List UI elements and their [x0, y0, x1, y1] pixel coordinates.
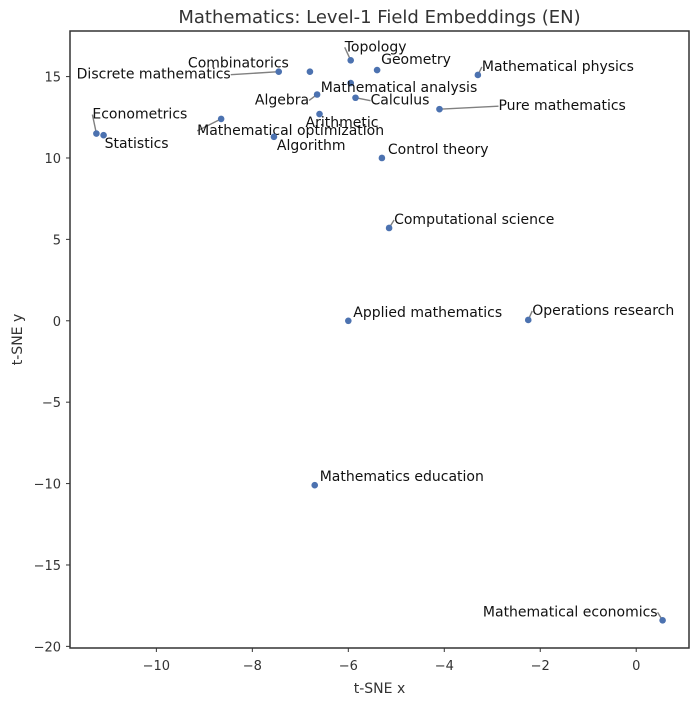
data-point-label: Calculus: [371, 93, 430, 109]
y-tick-label: 10: [44, 152, 61, 167]
data-point: [93, 130, 100, 137]
y-tick-label: −15: [34, 559, 61, 574]
chart-title: Mathematics: Level-1 Field Embeddings (E…: [178, 7, 580, 28]
data-point: [316, 110, 323, 118]
x-axis-label: t-SNE x: [354, 681, 405, 697]
data-point-label: Statistics: [105, 136, 169, 152]
data-point-group: Mathematical optimization: [196, 115, 384, 139]
data-point-label: Algorithm: [277, 138, 346, 154]
label-leader-line: [230, 71, 279, 76]
y-tick-label: −5: [42, 396, 61, 411]
data-point: [436, 105, 443, 113]
data-point-label: Computational science: [394, 212, 554, 228]
data-point-label: Topology: [344, 39, 407, 55]
data-point: [474, 71, 482, 79]
x-tick-label: −4: [435, 659, 454, 674]
data-point-label: Discrete mathematics: [77, 67, 231, 83]
data-point-group: Calculus: [352, 93, 429, 109]
data-point-group: Mathematics education: [311, 469, 484, 489]
y-tick-label: 0: [53, 315, 61, 330]
data-point-label: Mathematical economics: [483, 604, 658, 620]
data-point: [378, 154, 386, 162]
data-point-group: Pure mathematics: [436, 98, 626, 114]
data-point-group: Topology: [344, 39, 407, 64]
data-point-label: Mathematical analysis: [321, 80, 478, 96]
data-point: [659, 617, 666, 624]
data-point: [311, 481, 319, 489]
data-point-label: Operations research: [532, 303, 674, 319]
data-point-label: Applied mathematics: [353, 305, 502, 321]
data-point-group: Algorithm: [270, 133, 346, 154]
data-point: [100, 131, 107, 139]
data-point: [352, 94, 359, 102]
data-point-group: Arithmetic: [306, 110, 379, 131]
y-tick-label: −10: [34, 478, 61, 493]
data-point-group: Control theory: [378, 142, 489, 162]
plot-frame: [69, 30, 690, 649]
data-point-label: Mathematical physics: [482, 59, 634, 75]
data-point-group: Algebra: [255, 91, 321, 108]
data-point-label: Mathematics education: [320, 469, 484, 485]
y-tick-label: −20: [34, 640, 61, 655]
data-point-label: Arithmetic: [306, 115, 379, 131]
data-point: [347, 79, 355, 87]
data-point: [373, 66, 381, 74]
data-point-label: Econometrics: [92, 107, 187, 123]
data-point-group: Operations research: [524, 303, 674, 324]
data-point: [217, 115, 225, 123]
data-point: [313, 91, 321, 98]
data-point: [345, 317, 352, 325]
data-point: [270, 133, 278, 141]
data-point-label: Geometry: [381, 52, 451, 68]
data-point-group: Computational science: [385, 212, 554, 232]
data-point-group: Applied mathematics: [345, 305, 502, 325]
label-leader-line: [196, 118, 222, 132]
data-point-label: Algebra: [255, 92, 309, 108]
data-point-label: Mathematical optimization: [197, 123, 384, 139]
data-point-label: Pure mathematics: [498, 98, 625, 114]
label-leader-line: [439, 105, 499, 110]
data-point: [347, 57, 355, 64]
data-point-group: Econometrics: [91, 107, 187, 137]
x-tick-label: −2: [531, 659, 550, 674]
data-point-group: Combinatorics: [188, 56, 314, 75]
y-tick-label: 5: [53, 233, 61, 248]
x-tick-label: −10: [143, 659, 170, 674]
data-point-group: Mathematical economics: [483, 604, 666, 624]
data-point: [306, 68, 314, 75]
data-point-group: Discrete mathematics: [77, 67, 283, 83]
x-tick-label: −8: [243, 659, 262, 674]
data-point: [275, 68, 283, 75]
data-point: [524, 316, 532, 324]
data-point: [385, 224, 393, 232]
y-axis-label: t-SNE y: [10, 314, 26, 365]
data-point-group: Statistics: [100, 131, 169, 152]
data-point-group: Mathematical analysis: [321, 79, 478, 96]
data-point-group: Geometry: [373, 52, 451, 74]
x-tick-label: 0: [632, 659, 640, 674]
y-tick-label: 15: [44, 71, 61, 86]
data-point-label: Combinatorics: [188, 56, 289, 72]
x-tick-label: −6: [339, 659, 358, 674]
data-point-label: Control theory: [388, 142, 489, 158]
data-point-group: Mathematical physics: [474, 59, 634, 79]
